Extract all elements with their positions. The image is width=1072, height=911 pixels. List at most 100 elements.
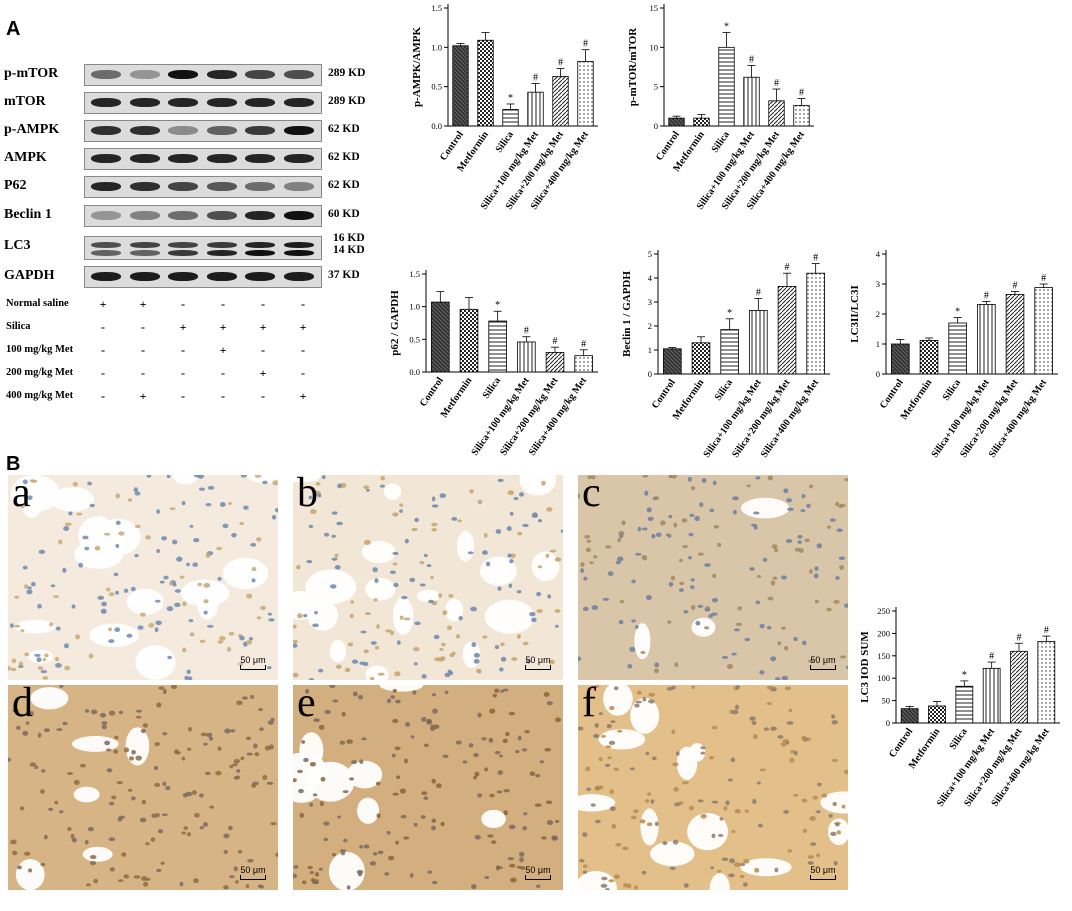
cell-nucleus — [421, 717, 427, 722]
cell-nucleus — [602, 597, 610, 601]
blot-band — [168, 250, 198, 256]
alveolar-space — [481, 809, 506, 829]
cell-nucleus — [43, 728, 50, 733]
cell-nucleus — [536, 591, 542, 597]
blot-band — [245, 210, 275, 220]
cell-nucleus — [413, 646, 420, 652]
y-tick-label: 150 — [877, 651, 890, 661]
cell-nucleus — [777, 641, 782, 646]
panel-a: A p-mTOR 289 KD mTOR 289 KD p-AMPK 62 KD… — [4, 3, 1058, 460]
cell-nucleus — [411, 527, 418, 532]
alveolar-space — [347, 760, 383, 789]
cell-nucleus — [836, 528, 843, 533]
cell-nucleus — [729, 858, 735, 864]
cell-nucleus — [473, 658, 480, 664]
treatment-sign: - — [181, 389, 185, 403]
cell-nucleus — [330, 584, 337, 589]
cell-nucleus — [672, 839, 679, 845]
alveolar-space — [10, 475, 60, 512]
y-tick-label: 3 — [648, 297, 652, 307]
cell-nucleus — [829, 518, 836, 522]
micrograph-a: a 50 μm — [8, 475, 278, 680]
cell-nucleus — [250, 542, 257, 547]
blot-band — [283, 210, 314, 220]
treatment-sign: - — [301, 297, 305, 311]
blot-kd: 37 KD — [328, 269, 360, 281]
cell-nucleus — [47, 807, 54, 812]
cell-nucleus — [93, 878, 99, 884]
cell-nucleus — [618, 531, 625, 536]
blot-band — [245, 153, 275, 163]
cell-nucleus — [374, 578, 379, 584]
alveolar-space — [519, 475, 557, 496]
cell-nucleus — [230, 729, 236, 733]
cell-nucleus — [412, 690, 417, 695]
cell-nucleus — [189, 632, 195, 637]
cell-nucleus — [127, 498, 133, 502]
cell-nucleus — [816, 543, 822, 549]
cell-nucleus — [585, 766, 591, 772]
cell-nucleus — [410, 735, 415, 739]
cell-nucleus — [631, 619, 636, 623]
bar — [919, 340, 939, 375]
cell-nucleus — [103, 532, 111, 536]
cell-nucleus — [170, 685, 177, 690]
treatment-label: 400 mg/kg Met — [6, 390, 74, 401]
cell-nucleus — [127, 788, 133, 792]
cell-nucleus — [399, 509, 403, 513]
micrograph-f: f 50 μm — [578, 685, 848, 890]
cell-nucleus — [245, 736, 252, 741]
cell-nucleus — [87, 826, 94, 832]
bar — [477, 39, 494, 127]
category-label: Silica — [481, 375, 503, 400]
cell-nucleus — [783, 488, 789, 494]
cell-nucleus — [595, 819, 601, 824]
cell-nucleus — [399, 503, 404, 507]
cell-nucleus — [34, 653, 41, 657]
cell-nucleus — [426, 720, 433, 725]
cell-nucleus — [689, 513, 695, 517]
cell-nucleus — [423, 553, 428, 558]
cell-nucleus — [206, 732, 213, 738]
cell-nucleus — [238, 662, 244, 666]
cell-nucleus — [518, 492, 525, 497]
cell-nucleus — [396, 640, 401, 645]
cell-nucleus — [666, 686, 673, 691]
cell-nucleus — [731, 709, 739, 715]
cell-nucleus — [762, 557, 768, 562]
cell-nucleus — [413, 662, 418, 666]
cell-nucleus — [228, 501, 232, 505]
blot-band — [129, 250, 160, 256]
cell-nucleus — [669, 866, 676, 870]
cell-nucleus — [814, 566, 819, 571]
cell-nucleus — [809, 484, 814, 489]
cell-nucleus — [401, 595, 408, 600]
cell-nucleus — [53, 595, 60, 598]
cell-nucleus — [789, 757, 795, 763]
cell-nucleus — [247, 858, 254, 863]
cell-nucleus — [218, 636, 226, 641]
y-tick-label: 5 — [654, 82, 658, 92]
cell-nucleus — [726, 664, 734, 670]
cell-nucleus — [43, 834, 48, 840]
cell-nucleus — [54, 656, 59, 662]
cell-nucleus — [254, 752, 260, 757]
cell-nucleus — [232, 763, 238, 767]
scale-bar-line — [810, 665, 836, 670]
alveolar-space — [15, 859, 45, 890]
alveolar-space — [71, 735, 119, 752]
cell-nucleus — [474, 771, 480, 777]
cell-nucleus — [334, 553, 339, 558]
cell-nucleus — [785, 538, 793, 544]
cell-nucleus — [148, 622, 155, 628]
cell-nucleus — [535, 773, 541, 778]
cell-nucleus — [55, 626, 61, 631]
category-label: Silica — [710, 129, 732, 154]
significance-mark: # — [799, 87, 804, 98]
cell-nucleus — [589, 561, 594, 564]
cell-nucleus — [547, 594, 552, 599]
cell-nucleus — [215, 770, 222, 776]
cell-nucleus — [522, 641, 529, 646]
cell-nucleus — [306, 560, 313, 564]
cell-nucleus — [593, 555, 598, 559]
